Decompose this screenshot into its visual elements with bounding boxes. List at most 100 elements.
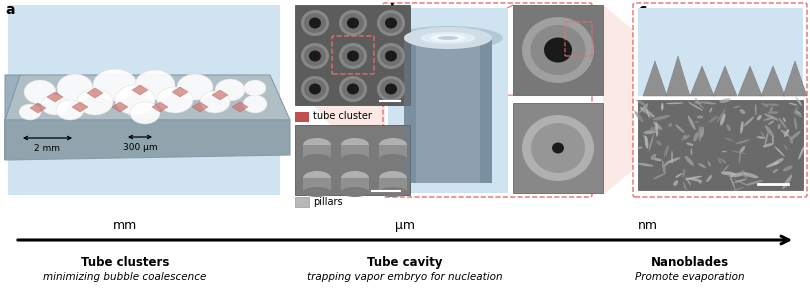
Ellipse shape bbox=[379, 154, 407, 164]
Ellipse shape bbox=[729, 173, 735, 190]
Ellipse shape bbox=[19, 104, 41, 120]
Ellipse shape bbox=[130, 102, 160, 124]
Ellipse shape bbox=[393, 26, 503, 50]
Ellipse shape bbox=[767, 111, 778, 114]
Ellipse shape bbox=[723, 165, 729, 172]
Polygon shape bbox=[152, 102, 168, 112]
Ellipse shape bbox=[757, 115, 761, 120]
Ellipse shape bbox=[200, 91, 230, 113]
Text: minimizing bubble coalescence: minimizing bubble coalescence bbox=[43, 272, 207, 282]
Polygon shape bbox=[172, 87, 188, 97]
Ellipse shape bbox=[644, 130, 656, 134]
Ellipse shape bbox=[697, 115, 703, 119]
Ellipse shape bbox=[380, 46, 402, 66]
Ellipse shape bbox=[301, 43, 329, 69]
Text: 300 μm: 300 μm bbox=[122, 143, 157, 152]
Ellipse shape bbox=[684, 156, 694, 166]
Ellipse shape bbox=[764, 132, 769, 148]
Bar bbox=[295, 5, 410, 105]
Bar bbox=[638, 8, 803, 96]
Ellipse shape bbox=[698, 163, 706, 168]
Ellipse shape bbox=[438, 36, 458, 40]
Text: trapping vapor embryo for nucleation: trapping vapor embryo for nucleation bbox=[307, 272, 503, 282]
Polygon shape bbox=[404, 38, 416, 183]
Polygon shape bbox=[30, 103, 46, 113]
Ellipse shape bbox=[791, 131, 800, 140]
Ellipse shape bbox=[115, 85, 155, 115]
Ellipse shape bbox=[790, 136, 793, 144]
Ellipse shape bbox=[404, 28, 492, 48]
Text: nanoblades: nanoblades bbox=[692, 58, 748, 68]
Ellipse shape bbox=[135, 70, 175, 100]
Bar bbox=[295, 125, 410, 195]
Bar bbox=[341, 145, 369, 159]
Ellipse shape bbox=[799, 146, 804, 160]
Ellipse shape bbox=[763, 117, 774, 121]
Ellipse shape bbox=[741, 170, 748, 178]
Ellipse shape bbox=[695, 98, 698, 105]
Polygon shape bbox=[5, 75, 20, 160]
Ellipse shape bbox=[795, 96, 802, 106]
Ellipse shape bbox=[303, 154, 331, 164]
Text: 12 μm: 12 μm bbox=[564, 42, 593, 52]
Ellipse shape bbox=[656, 140, 662, 146]
Ellipse shape bbox=[93, 69, 137, 101]
Ellipse shape bbox=[531, 123, 585, 173]
Ellipse shape bbox=[690, 148, 693, 155]
Ellipse shape bbox=[782, 174, 792, 189]
Ellipse shape bbox=[309, 17, 321, 29]
Ellipse shape bbox=[243, 95, 267, 113]
Polygon shape bbox=[112, 102, 128, 112]
Ellipse shape bbox=[720, 113, 726, 126]
Ellipse shape bbox=[639, 103, 648, 113]
Ellipse shape bbox=[341, 138, 369, 152]
Ellipse shape bbox=[761, 131, 765, 137]
Ellipse shape bbox=[640, 107, 654, 118]
Ellipse shape bbox=[774, 158, 783, 165]
Text: Promote evaporation: Promote evaporation bbox=[635, 272, 745, 282]
Ellipse shape bbox=[718, 157, 721, 164]
Text: b: b bbox=[390, 3, 400, 17]
Ellipse shape bbox=[694, 101, 701, 104]
Ellipse shape bbox=[692, 177, 703, 182]
Text: 30 μm: 30 μm bbox=[373, 182, 400, 191]
Ellipse shape bbox=[706, 175, 712, 182]
Ellipse shape bbox=[637, 163, 654, 166]
Ellipse shape bbox=[693, 132, 698, 142]
Ellipse shape bbox=[717, 109, 726, 122]
Ellipse shape bbox=[676, 124, 684, 133]
Ellipse shape bbox=[552, 142, 564, 154]
Ellipse shape bbox=[781, 130, 790, 137]
Ellipse shape bbox=[733, 179, 747, 183]
Ellipse shape bbox=[664, 145, 669, 157]
Text: Tube clusters: Tube clusters bbox=[81, 256, 169, 269]
Text: pillars: pillars bbox=[313, 197, 343, 207]
Ellipse shape bbox=[339, 10, 367, 36]
Ellipse shape bbox=[761, 103, 768, 107]
Ellipse shape bbox=[347, 50, 359, 61]
Ellipse shape bbox=[696, 100, 704, 109]
Ellipse shape bbox=[721, 171, 735, 175]
Ellipse shape bbox=[701, 102, 717, 104]
Ellipse shape bbox=[719, 98, 731, 103]
Ellipse shape bbox=[765, 103, 779, 106]
Polygon shape bbox=[212, 90, 228, 100]
Bar bbox=[303, 145, 331, 159]
Ellipse shape bbox=[303, 138, 331, 152]
Ellipse shape bbox=[709, 116, 718, 123]
Polygon shape bbox=[310, 5, 385, 195]
Polygon shape bbox=[690, 56, 714, 96]
Ellipse shape bbox=[637, 147, 642, 149]
Ellipse shape bbox=[379, 171, 407, 185]
Ellipse shape bbox=[671, 150, 673, 164]
Text: Tube cavity: Tube cavity bbox=[367, 256, 443, 269]
Ellipse shape bbox=[739, 150, 741, 164]
Bar bbox=[379, 145, 407, 159]
Polygon shape bbox=[8, 5, 280, 195]
Ellipse shape bbox=[301, 10, 329, 36]
Ellipse shape bbox=[708, 161, 710, 167]
Ellipse shape bbox=[744, 117, 754, 126]
Polygon shape bbox=[713, 56, 737, 96]
Polygon shape bbox=[87, 88, 103, 98]
Ellipse shape bbox=[649, 134, 654, 151]
